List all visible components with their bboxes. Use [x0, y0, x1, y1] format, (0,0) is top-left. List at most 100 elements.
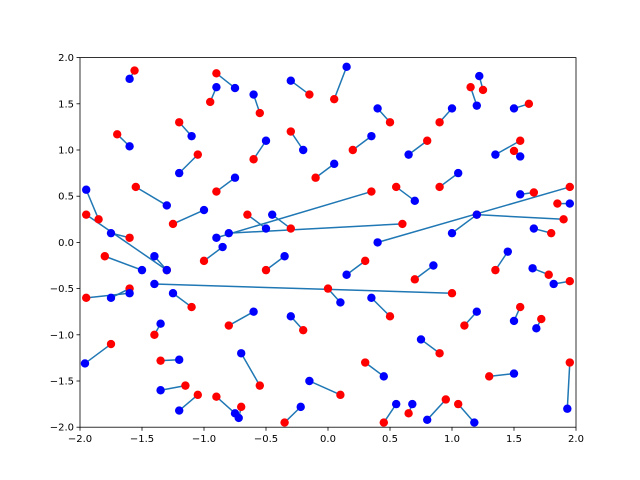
point: [212, 69, 221, 78]
point: [305, 376, 314, 386]
y-tick-label: 0.5: [58, 192, 74, 203]
point: [472, 210, 481, 219]
point: [237, 349, 246, 358]
point: [336, 298, 345, 307]
point: [516, 136, 525, 145]
point: [286, 127, 295, 136]
y-tick-label: −1.0: [50, 330, 74, 341]
point: [549, 279, 558, 289]
point: [516, 190, 525, 199]
point: [175, 355, 184, 364]
point: [280, 252, 289, 261]
connector: [495, 140, 521, 156]
x-tick-label: −1.0: [192, 434, 216, 445]
y-tick-label: 0.0: [58, 238, 74, 249]
point: [379, 372, 388, 381]
point: [212, 187, 221, 196]
point: [193, 390, 202, 400]
point: [537, 314, 546, 324]
point: [187, 131, 196, 141]
point: [323, 284, 333, 293]
connector: [160, 384, 186, 391]
point: [286, 224, 295, 233]
point: [113, 130, 122, 139]
point: [441, 395, 450, 404]
point: [553, 199, 562, 208]
point: [373, 104, 382, 113]
point: [416, 335, 426, 344]
point: [379, 418, 388, 427]
point: [435, 349, 444, 358]
point: [156, 386, 165, 395]
connector: [476, 213, 564, 221]
point: [392, 182, 401, 192]
x-tick-label: 1.0: [444, 434, 460, 445]
connector: [85, 189, 100, 220]
point: [385, 312, 395, 321]
point: [330, 94, 339, 104]
point: [193, 150, 202, 159]
point: [125, 289, 134, 298]
point: [255, 381, 264, 390]
point: [261, 224, 271, 233]
point: [125, 74, 134, 84]
point: [563, 404, 572, 413]
point: [94, 215, 103, 224]
point: [466, 82, 475, 92]
connector: [135, 186, 168, 207]
point: [408, 399, 417, 409]
x-tick-label: 2.0: [568, 434, 584, 445]
connector: [309, 380, 341, 396]
point: [106, 293, 116, 303]
point: [82, 185, 91, 194]
point: [299, 325, 308, 335]
point: [472, 307, 481, 316]
point: [131, 182, 140, 192]
point: [435, 182, 444, 192]
connector: [172, 209, 205, 225]
point: [373, 238, 382, 247]
point: [385, 118, 395, 127]
point: [454, 168, 463, 178]
point: [447, 289, 457, 298]
point: [565, 358, 574, 367]
connector: [104, 255, 143, 271]
y-tick-label: −1.5: [50, 377, 74, 388]
point: [509, 316, 519, 326]
y-tick-label: −2.0: [50, 423, 74, 434]
point: [261, 265, 271, 275]
point: [398, 219, 407, 229]
point: [230, 173, 240, 182]
point: [249, 90, 258, 99]
point: [528, 264, 537, 273]
point: [509, 369, 519, 378]
point: [509, 104, 519, 113]
y-tick-label: 1.5: [58, 99, 74, 110]
point: [249, 155, 258, 164]
point: [460, 321, 469, 330]
connector: [566, 362, 571, 409]
point: [175, 168, 184, 178]
point: [367, 187, 376, 196]
point: [348, 145, 357, 155]
x-tick-label: 1.5: [506, 434, 522, 445]
point: [280, 418, 289, 427]
point: [230, 83, 240, 93]
connector: [370, 297, 391, 317]
y-tick-label: −0.5: [50, 284, 74, 295]
point: [485, 372, 494, 381]
point: [330, 159, 339, 169]
point: [212, 82, 221, 92]
point: [544, 270, 553, 279]
point: [100, 252, 110, 261]
point: [524, 99, 534, 109]
x-tick-label: 0.0: [320, 434, 336, 445]
point: [162, 201, 171, 210]
x-tick-label: −0.5: [254, 434, 278, 445]
connector: [154, 283, 453, 294]
point: [199, 205, 209, 215]
point: [392, 399, 401, 409]
point: [491, 265, 500, 275]
point: [82, 293, 91, 303]
point: [516, 152, 525, 161]
